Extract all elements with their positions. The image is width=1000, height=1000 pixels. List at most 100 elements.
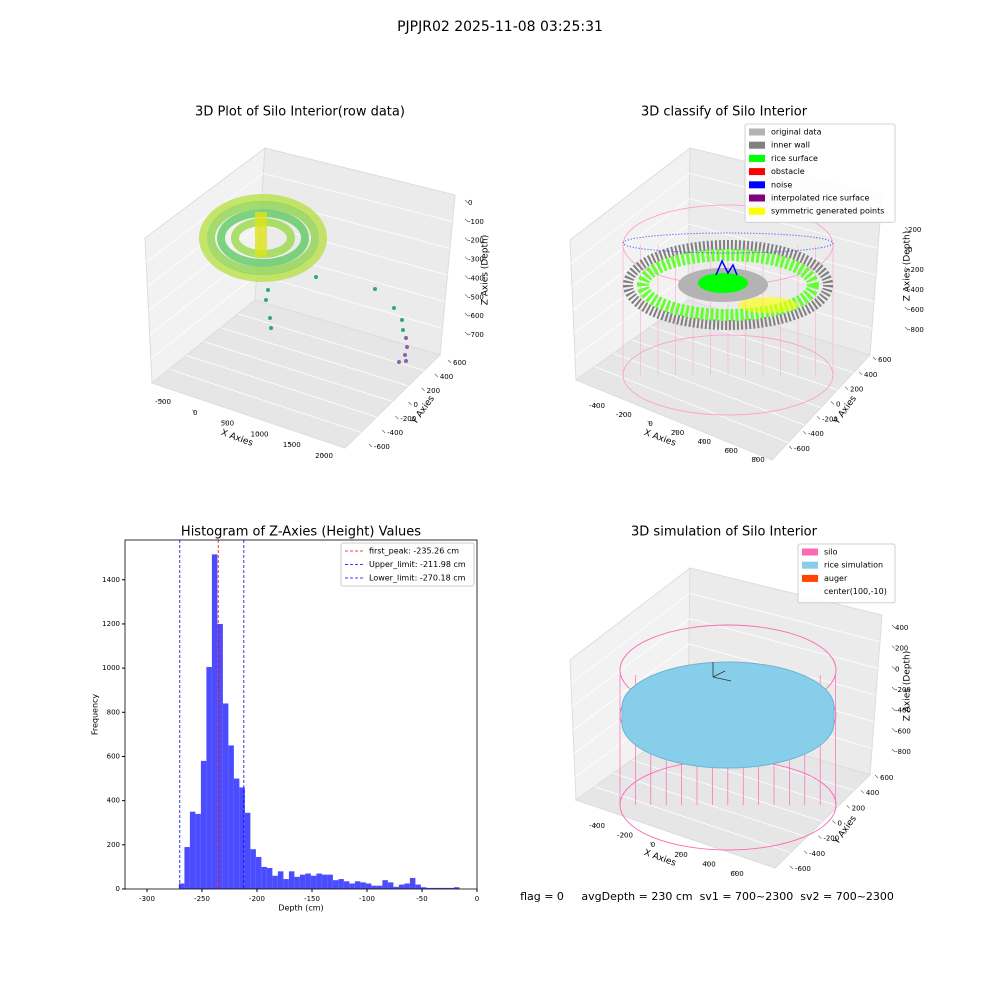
bar [255,856,262,889]
pane-grid [572,223,690,311]
tick-mark [891,624,896,629]
bar [387,882,394,889]
x-tick-label: -400 [589,822,605,830]
pane-grid [669,312,854,373]
bar [244,812,251,889]
z-tick-label: -200 [895,686,911,694]
tick-mark [464,331,469,336]
tick-mark [858,371,863,376]
tick-mark [891,645,896,649]
bar [321,874,328,889]
legend-label: obstacle [771,167,805,176]
bar [437,887,443,889]
bar [426,887,432,889]
tick-mark [464,312,469,317]
x-tick-label: -250 [194,895,210,903]
bar [283,879,289,889]
pane-grid [613,772,807,838]
tick-mark [803,850,808,855]
z-tick-label: -200 [468,237,484,245]
y-tick-label: 1400 [102,576,120,584]
bar [294,876,300,889]
tick-mark [593,822,598,827]
bar [349,883,355,889]
x-tick-label: 1000 [251,430,269,438]
tick-mark [447,359,452,364]
point-cloud [207,201,319,275]
z-tick-label: 0 [895,665,899,673]
x-tick-label: -100 [359,895,375,903]
tick-mark [818,835,822,839]
point [264,298,268,302]
bar [376,885,383,889]
x-tick-label: 400 [698,438,711,446]
z-tick-label: -400 [895,707,911,715]
tick-mark [891,686,896,691]
y-tick-label: 200 [107,841,120,849]
pane-grid [571,618,690,707]
y-tick-label: 0 [836,401,840,409]
plot-frame [124,539,478,890]
x-tick-label: 600 [730,870,743,878]
y-axis-label: Frequency [91,694,100,736]
point-cloud [199,194,327,282]
pane-grid [571,198,690,287]
pane-grid [631,339,822,408]
z-tick-label: -400 [908,286,924,294]
x-tick-label: 200 [674,851,687,859]
z-tick-label: -600 [468,312,484,320]
z-axis-label: Z Axies (Depth) [903,651,913,722]
bar [415,884,421,889]
tick-mark [464,294,469,298]
inner-wall [623,240,833,330]
y-tick-label: -200 [400,415,416,423]
x-tick-label: -200 [249,895,265,903]
x-tick-label: -200 [617,832,633,840]
legend-box [797,543,896,604]
point [392,306,396,310]
tick-mark [674,429,678,434]
z-tick-label: -600 [895,727,911,735]
legend-swatch [749,128,765,136]
symmetric-points [738,297,798,313]
tick-mark [904,226,909,231]
legend-swatch [749,194,765,202]
tick-mark [647,420,651,425]
bar [393,886,399,889]
legend-label: Lower_limit: -270.18 cm [369,574,466,583]
x-tick-label: -200 [616,411,632,419]
chart-title: Histogram of Z-Axies (Height) Values [181,525,421,540]
rice-surface [698,273,748,293]
point [404,359,408,363]
bar [365,883,372,889]
point-cloud [255,212,267,257]
x-tick-label: -500 [155,398,171,406]
noise [715,259,738,276]
tick-mark [320,452,325,457]
bar [332,880,339,889]
tick-mark [789,865,794,870]
y-tick-label: 0 [838,820,842,828]
tick-mark [727,447,732,452]
chart-title: 3D simulation of Silo Interior [631,525,818,540]
z-tick-label: 0 [908,246,912,254]
tick-mark [874,774,879,779]
y-tick-label: -600 [795,865,811,873]
x-tick-label: 1500 [283,441,301,449]
pane-grid [572,643,690,731]
z-tick-label: -300 [468,256,484,264]
tick-mark [788,445,793,450]
tick-mark [464,256,469,260]
tick-mark [395,415,399,420]
tick-mark [816,416,821,420]
legend-box [744,123,896,223]
chart-title: 3D Plot of Silo Interior(row data) [195,105,405,120]
bar [316,873,322,889]
tick-mark [621,832,626,836]
y-tick-label: -200 [822,415,838,423]
x-tick-label: 0 [648,420,652,428]
bar [354,881,361,889]
y-tick-label: 400 [864,371,877,379]
z-tick-label: 400 [895,624,908,632]
y-tick-label: 600 [453,359,466,367]
